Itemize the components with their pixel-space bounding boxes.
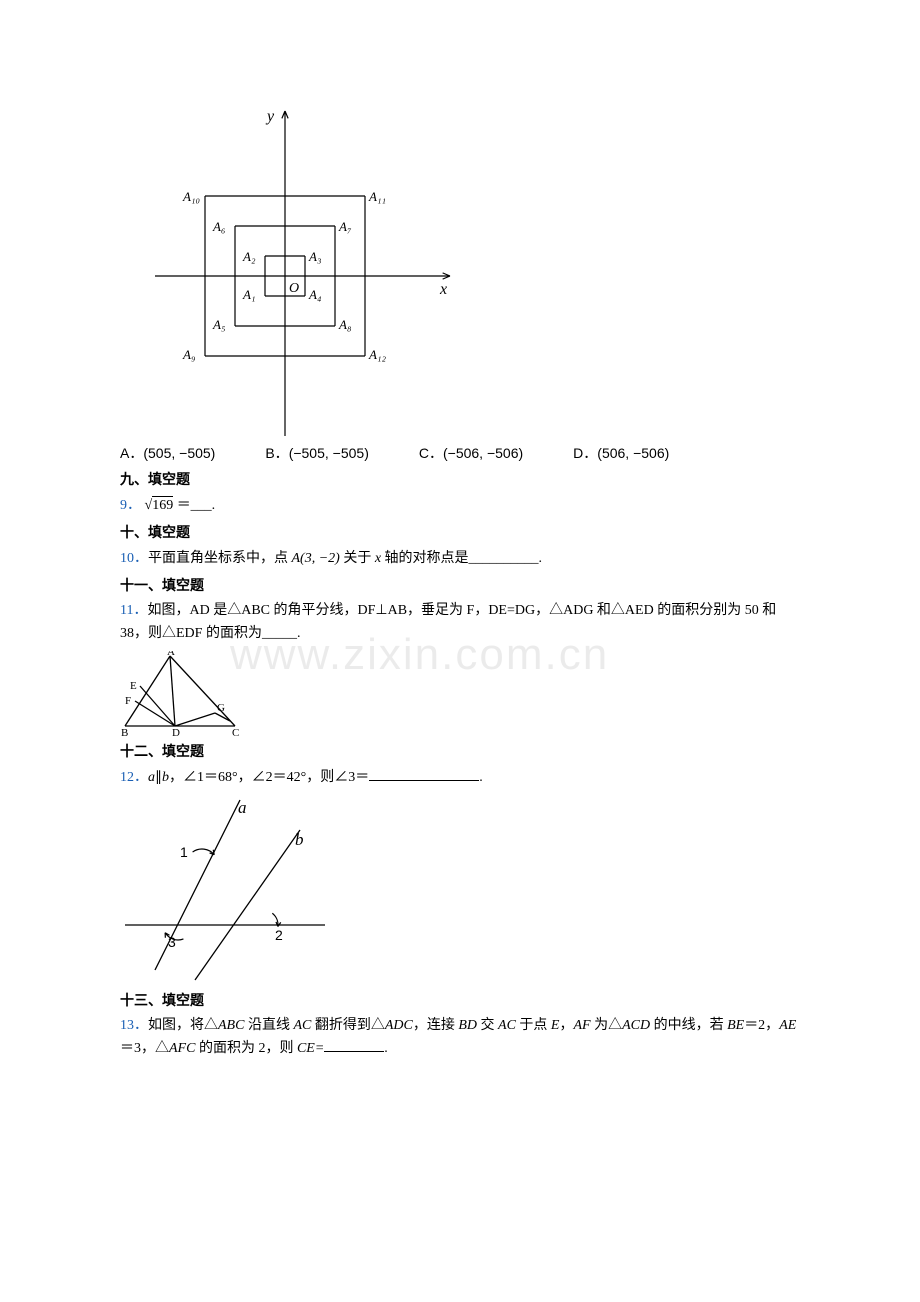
q9-number: 9． bbox=[120, 498, 141, 513]
section-13-title: 十三、填空题 bbox=[120, 991, 800, 1013]
svg-text:1: 1 bbox=[180, 844, 188, 860]
section-10-title: 十、填空题 bbox=[120, 523, 800, 545]
lines-diagram: a b 1 2 3 bbox=[120, 795, 800, 985]
choice-c: C．(−506, −506) bbox=[419, 442, 523, 464]
page-content: Ox y A₁ A₂ A₃ A₄ A₅ A₆ A₇ A₈ A₉ A₁₀ A₁₁ A₁₂ A．(505, −… bbox=[120, 106, 800, 1060]
q13-blank bbox=[324, 1038, 384, 1052]
svg-text:y: y bbox=[265, 108, 275, 125]
choices-row: A．(505, −505) B．(−505, −505) C．(−506, −5… bbox=[120, 442, 800, 464]
svg-text:A₄: A₄ bbox=[308, 287, 322, 302]
svg-text:A₁₀: A₁₀ bbox=[182, 189, 200, 204]
svg-text:A₃: A₃ bbox=[308, 249, 321, 264]
svg-text:D: D bbox=[172, 727, 180, 736]
svg-text:G: G bbox=[217, 702, 225, 714]
q12-blank bbox=[369, 767, 479, 781]
svg-text:A₇: A₇ bbox=[338, 219, 352, 234]
svg-text:A: A bbox=[167, 651, 175, 658]
q9-tail: ＝___. bbox=[173, 498, 215, 513]
svg-text:a: a bbox=[238, 798, 247, 817]
svg-text:B: B bbox=[121, 727, 128, 736]
svg-text:3: 3 bbox=[168, 934, 176, 950]
svg-text:A₁: A₁ bbox=[242, 287, 255, 302]
svg-text:E: E bbox=[130, 680, 137, 692]
section-12-title: 十二、填空题 bbox=[120, 742, 800, 764]
svg-text:A₂: A₂ bbox=[242, 249, 256, 264]
question-11: 11．如图，AD 是△ABC 的角平分线，DF⊥AB，垂足为 F，DE=DG，△… bbox=[120, 600, 800, 645]
sqrt-expr: √169 bbox=[145, 495, 174, 517]
svg-text:A₆: A₆ bbox=[212, 219, 225, 234]
question-10: 10．平面直角坐标系中，点 A(3, −2) 关于 x 轴的对称点是______… bbox=[120, 548, 800, 570]
triangle-diagram: A B C D EF G bbox=[120, 651, 800, 736]
svg-text:A₅: A₅ bbox=[212, 317, 225, 332]
choice-a: A．(505, −505) bbox=[120, 442, 215, 464]
section-9-title: 九、填空题 bbox=[120, 470, 800, 492]
svg-text:A₉: A₉ bbox=[182, 347, 195, 362]
svg-text:A₁₁: A₁₁ bbox=[368, 189, 386, 204]
svg-text:A₁₂: A₁₂ bbox=[368, 347, 386, 362]
q13-number: 13． bbox=[120, 1018, 148, 1033]
question-13: 13．如图，将△ABC 沿直线 AC 翻折得到△ADC，连接 BD 交 AC 于… bbox=[120, 1015, 800, 1060]
svg-text:C: C bbox=[232, 727, 239, 736]
svg-text:x: x bbox=[439, 281, 447, 298]
choice-d: D．(506, −506) bbox=[573, 442, 669, 464]
q12-number: 12． bbox=[120, 770, 148, 785]
q11-number: 11． bbox=[120, 603, 147, 618]
svg-text:2: 2 bbox=[275, 927, 283, 943]
choice-b: B．(−505, −505) bbox=[265, 442, 369, 464]
question-9: 9． √169 ＝___. bbox=[120, 495, 800, 517]
svg-text:b: b bbox=[295, 830, 304, 849]
coordinate-diagram: Ox y A₁ A₂ A₃ A₄ A₅ A₆ A₇ A₈ A₉ A₁₀ A₁₁ A₁₂ bbox=[120, 106, 800, 436]
svg-text:O: O bbox=[289, 281, 299, 296]
question-12: 12．a∥b，∠1＝68°，∠2＝42°，则∠3＝. bbox=[120, 767, 800, 789]
svg-text:A₈: A₈ bbox=[338, 317, 352, 332]
section-11-title: 十一、填空题 bbox=[120, 576, 800, 598]
svg-text:F: F bbox=[125, 695, 131, 707]
q10-number: 10． bbox=[120, 551, 148, 566]
